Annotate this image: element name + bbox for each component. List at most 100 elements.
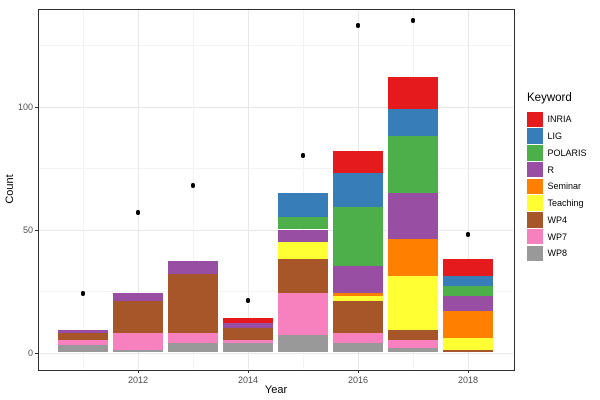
gridline-minor-x [193,10,194,369]
bar-segment-inria [443,259,493,277]
bar-segment-inria [223,318,273,323]
bar-segment-wp4 [58,332,108,341]
data-point [245,298,251,304]
legend-item-label: POLARIS [547,147,587,158]
gridline-minor-y [39,45,513,46]
bar-segment-r [278,229,328,242]
legend-key-swatch [527,245,543,262]
bar-segment-wp8 [388,347,438,353]
legend-key-swatch [527,128,543,144]
bar-segment-inria [388,76,438,109]
legend-item-wp4: WP4 [527,212,587,229]
legend-key-swatch [527,228,543,245]
x-tick-mark [468,370,469,373]
bar-segment-wp4 [443,350,493,353]
bar-segment-r [443,295,493,311]
y-tick-label: 100 [17,101,33,112]
x-tick-label: 2016 [347,375,369,385]
bar-segment-teaching [333,295,383,301]
legend-item-r: R [527,161,587,178]
bar-segment-wp8 [278,335,328,353]
bar-segment-lig [278,192,328,218]
bar-segment-polaris [278,217,328,230]
bar-segment-teaching [443,337,493,351]
x-axis-title: Year [264,384,288,396]
bar-segment-wp8 [168,342,218,353]
bar-segment-lig [333,172,383,208]
bar-segment-wp8 [58,345,108,353]
bar-segment-wp4 [168,273,218,333]
bar-segment-r [388,192,438,240]
bar-segment-teaching [278,241,328,260]
bar-segment-inria [333,150,383,173]
legend-item-label: INRIA [547,114,572,125]
gridline-major-x [138,10,139,369]
gridline-major-y [39,106,513,108]
data-point [80,291,86,296]
bar-segment-wp8 [333,342,383,353]
y-tick-mark [35,352,38,354]
legend-item-wp7: WP7 [527,228,587,245]
x-tick-label: 2018 [457,375,479,385]
legend-key-swatch [527,161,543,178]
bar-segment-polaris [388,136,438,193]
data-point [300,153,306,159]
legend-item-wp8: WP8 [527,245,587,262]
legend: Keyword INRIA LIG POLARIS R Seminar Teaching W… [527,92,587,262]
legend-item-seminar: Seminar [527,178,587,195]
bar-segment-wp4 [278,259,328,294]
y-tick-mark [35,229,38,231]
bar-segment-wp7 [278,293,328,336]
bar-segment-seminar [333,293,383,296]
bar-segment-wp7 [113,332,163,351]
bar-segment-r [58,330,108,333]
bar-segment-wp4 [113,300,163,333]
legend-item-label: LIG [547,131,563,142]
bar-segment-polaris [333,207,383,267]
bar-segment-teaching [388,276,438,331]
legend-item-inria: INRIA [527,111,587,128]
bar-segment-lig [388,108,438,136]
bar-segment-r [333,266,383,294]
legend-item-label: Teaching [547,198,584,209]
legend-title: Keyword [527,92,572,104]
bar-segment-wp4 [223,327,273,341]
bar-segment-wp8 [113,350,163,353]
x-tick-mark [248,370,249,373]
legend-key-swatch [527,195,543,211]
gridline-minor-x [83,10,84,369]
gridline-minor-y [39,291,513,292]
legend-key-swatch [527,178,543,195]
legend-key-swatch [527,145,543,161]
data-point [135,209,141,215]
legend-item-label: R [547,164,555,175]
bar-segment-r [113,293,163,301]
legend-item-label: Seminar [547,181,582,192]
bar-segment-lig [443,276,493,287]
x-tick-label: 2012 [127,375,149,385]
legend-key-swatch [527,212,543,228]
x-tick-mark [358,370,359,373]
x-tick-label: 2014 [237,375,259,385]
legend-item-label: WP8 [547,248,568,259]
legend-item-polaris: POLARIS [527,145,587,162]
data-point [355,22,361,28]
y-tick-label: 50 [22,224,33,235]
gridline-major-x [468,10,469,369]
bar-segment-wp7 [223,340,273,343]
gridline-minor-x [303,10,304,369]
x-tick-mark [138,370,139,373]
gridline-major-x [248,10,249,369]
data-point [410,18,416,23]
bar-segment-seminar [443,310,493,338]
legend-item-label: WP4 [547,214,568,225]
bar-segment-wp7 [58,340,108,346]
bar-segment-wp7 [388,340,438,348]
y-tick-mark [35,106,38,108]
bar-segment-r [223,322,273,328]
bar-segment-seminar [388,239,438,277]
bar-segment-wp4 [333,300,383,333]
legend-item-label: WP7 [547,231,568,242]
